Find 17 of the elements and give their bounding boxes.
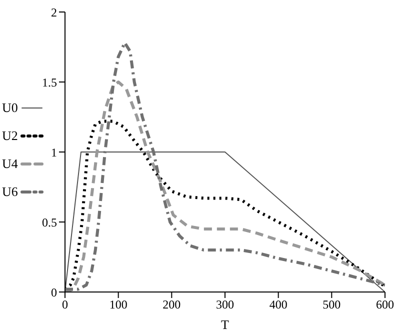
x-axis-title: T <box>221 317 230 332</box>
legend-label: U6 <box>2 184 18 200</box>
legend-label: U0 <box>2 100 18 116</box>
x-tick-label: 0 <box>62 298 68 312</box>
legend-label: U4 <box>2 156 18 172</box>
x-tick-label: 200 <box>162 298 181 312</box>
legend-label: U2 <box>2 128 18 144</box>
y-tick-label: 2 <box>51 5 57 20</box>
x-tick-label: 600 <box>376 298 394 312</box>
y-tick-label: 0.5 <box>42 215 57 230</box>
y-tick-label: 1 <box>51 145 57 160</box>
y-tick-label: 1.5 <box>42 75 57 90</box>
x-tick-label: 100 <box>109 298 128 312</box>
x-tick-label: 500 <box>322 298 341 312</box>
y-tick-label: 0 <box>51 285 57 300</box>
x-tick-label: 400 <box>269 298 288 312</box>
x-tick-label: 300 <box>216 298 234 312</box>
